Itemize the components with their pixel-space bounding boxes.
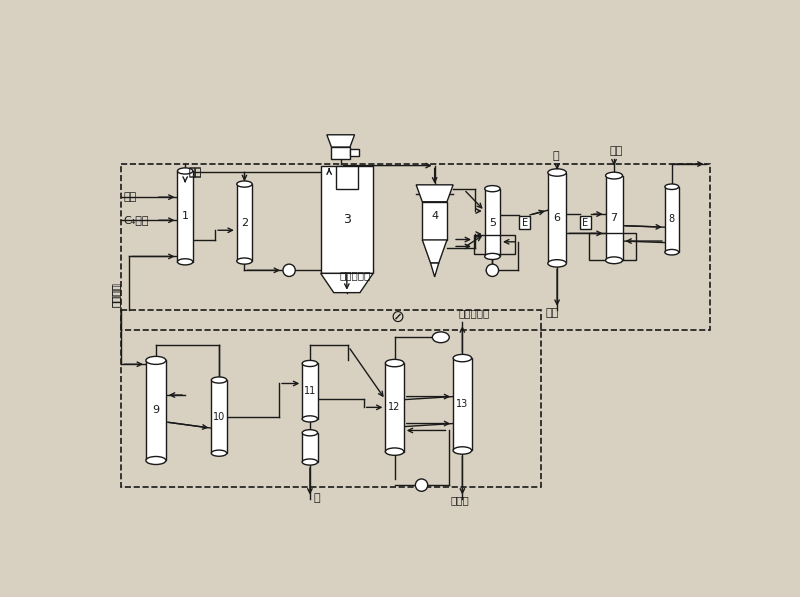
Text: 乙腈: 乙腈: [123, 192, 137, 202]
Ellipse shape: [548, 260, 566, 267]
Bar: [211, 380, 226, 453]
Text: 废水: 废水: [546, 309, 558, 319]
Bar: [336, 165, 358, 189]
Ellipse shape: [178, 168, 193, 174]
Bar: [386, 363, 404, 452]
Text: 丁烷: 丁烷: [188, 168, 202, 179]
Text: E: E: [522, 217, 528, 227]
Bar: [122, 310, 541, 487]
Bar: [302, 364, 318, 419]
Ellipse shape: [453, 355, 472, 362]
Text: 13: 13: [456, 399, 469, 410]
Text: C₄馏分: C₄馏分: [123, 216, 149, 225]
Ellipse shape: [237, 258, 252, 264]
Ellipse shape: [386, 448, 404, 456]
Text: 丁烷: 丁烷: [188, 167, 202, 177]
Bar: [350, 149, 359, 156]
Text: 重釜液: 重釜液: [451, 495, 470, 505]
Ellipse shape: [302, 361, 318, 367]
Ellipse shape: [606, 172, 622, 179]
Ellipse shape: [178, 259, 193, 265]
Ellipse shape: [665, 250, 678, 255]
Ellipse shape: [386, 359, 404, 367]
Text: 11: 11: [304, 386, 316, 396]
Text: 9: 9: [152, 405, 159, 416]
Text: 水: 水: [553, 150, 559, 161]
Bar: [422, 202, 447, 240]
Polygon shape: [416, 185, 453, 202]
Ellipse shape: [453, 447, 472, 454]
Bar: [548, 173, 566, 263]
Text: 6: 6: [554, 213, 561, 223]
Bar: [665, 187, 678, 252]
Ellipse shape: [302, 430, 318, 436]
Text: 2: 2: [241, 217, 248, 227]
Text: 5: 5: [489, 217, 496, 227]
Ellipse shape: [302, 459, 318, 465]
Bar: [474, 235, 515, 254]
Bar: [321, 165, 373, 273]
Text: 10: 10: [213, 411, 225, 421]
Text: 1: 1: [182, 211, 189, 221]
Bar: [606, 176, 622, 260]
Text: 7: 7: [610, 213, 618, 223]
Bar: [178, 171, 193, 262]
Bar: [122, 164, 710, 330]
Text: 3: 3: [343, 213, 350, 226]
Text: 产品丁二烯: 产品丁二烯: [458, 309, 490, 319]
Text: 12: 12: [389, 402, 401, 413]
Text: 4: 4: [431, 211, 438, 221]
Ellipse shape: [548, 169, 566, 176]
Ellipse shape: [665, 184, 678, 189]
Circle shape: [415, 479, 428, 491]
Ellipse shape: [485, 253, 500, 260]
Bar: [453, 358, 472, 451]
Ellipse shape: [432, 332, 450, 343]
Bar: [485, 189, 500, 257]
Ellipse shape: [211, 377, 226, 383]
Ellipse shape: [302, 416, 318, 422]
Text: 水: 水: [314, 493, 320, 503]
Bar: [302, 433, 318, 462]
Bar: [237, 184, 252, 261]
Text: 空气、蒸汽: 空气、蒸汽: [339, 270, 370, 280]
Bar: [590, 233, 636, 260]
Circle shape: [283, 264, 295, 276]
Polygon shape: [422, 240, 447, 263]
Polygon shape: [321, 273, 373, 293]
Ellipse shape: [146, 457, 166, 464]
Ellipse shape: [485, 186, 500, 192]
Polygon shape: [327, 135, 354, 147]
Text: ⊘: ⊘: [390, 308, 405, 326]
Text: E: E: [582, 217, 589, 227]
Ellipse shape: [237, 181, 252, 187]
Text: 循环丁烯: 循环丁烯: [111, 283, 121, 307]
Polygon shape: [430, 263, 438, 277]
Text: 循环丁烯: 循环丁烯: [111, 282, 121, 307]
Ellipse shape: [606, 257, 622, 264]
Text: 8: 8: [669, 214, 675, 224]
Ellipse shape: [211, 450, 226, 456]
Bar: [580, 216, 591, 229]
Ellipse shape: [146, 356, 166, 364]
Bar: [146, 361, 166, 460]
Circle shape: [486, 264, 498, 276]
Text: 尾气: 尾气: [610, 146, 622, 156]
Bar: [331, 147, 350, 159]
Bar: [519, 216, 530, 229]
